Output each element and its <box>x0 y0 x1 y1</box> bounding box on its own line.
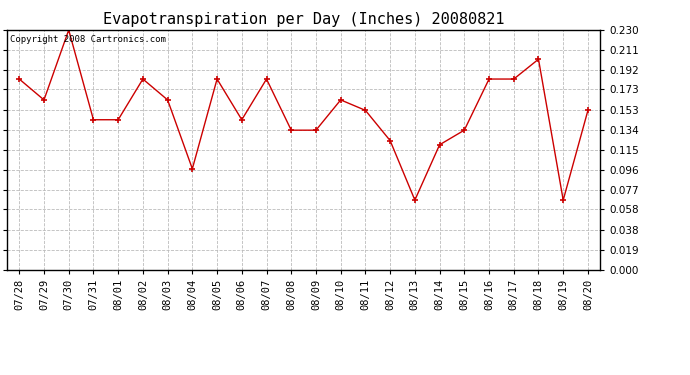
Text: Copyright 2008 Cartronics.com: Copyright 2008 Cartronics.com <box>10 35 166 44</box>
Title: Evapotranspiration per Day (Inches) 20080821: Evapotranspiration per Day (Inches) 2008… <box>103 12 504 27</box>
